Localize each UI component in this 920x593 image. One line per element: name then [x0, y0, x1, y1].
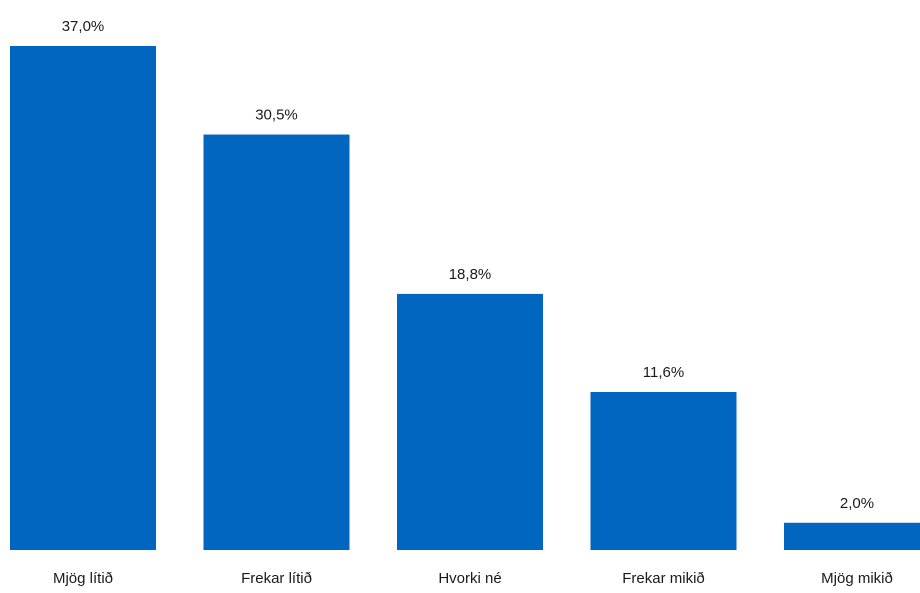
bar-2 [203, 134, 350, 551]
bar-value-label: 30,5% [255, 107, 298, 124]
category-label: Mjög mikið [821, 570, 893, 587]
bar-value-label: 2,0% [840, 495, 874, 512]
bar-value-label: 18,8% [449, 266, 492, 283]
category-label: Mjög lítið [53, 570, 113, 587]
bar-3 [397, 293, 543, 550]
category-label: Frekar mikið [622, 570, 705, 587]
value-label-group: 37,0% 30,5% 18,8% 11,6% 2,0% [62, 18, 874, 512]
bar-group [10, 46, 920, 551]
category-label: Frekar lítið [241, 570, 312, 587]
category-label: Hvorki né [438, 570, 501, 587]
bar-5 [784, 522, 920, 550]
bar-value-label: 11,6% [643, 364, 684, 381]
category-label-group: Mjög lítið Frekar lítið Hvorki né Frekar mi… [53, 570, 893, 587]
bar-value-label: 37,0% [62, 18, 105, 35]
bar-1 [10, 46, 156, 550]
bar-4 [590, 391, 737, 550]
